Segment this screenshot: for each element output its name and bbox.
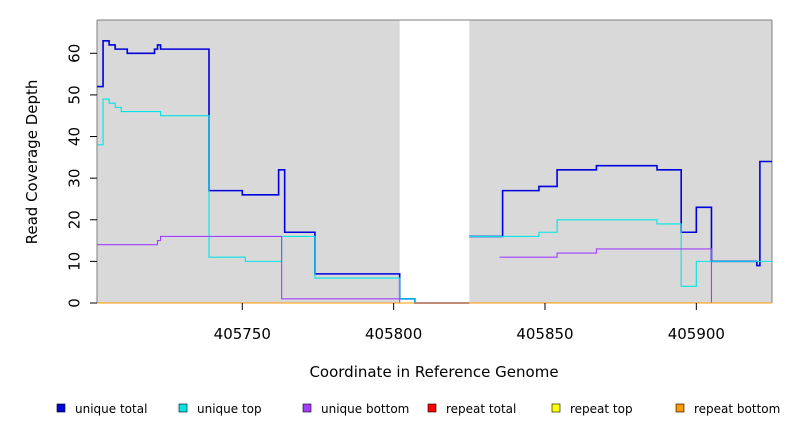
x-tick-label: 405850 bbox=[516, 325, 573, 343]
gap-region bbox=[399, 20, 470, 303]
legend-label: repeat top bbox=[570, 402, 633, 416]
legend-label: repeat bottom bbox=[694, 402, 780, 416]
y-axis-title: Read Coverage Depth bbox=[23, 80, 41, 245]
y-axis-ticks: 0 10 20 30 40 50 60 bbox=[66, 44, 97, 308]
legend-label: unique bottom bbox=[321, 402, 409, 416]
y-tick-label: 0 bbox=[66, 298, 84, 308]
y-tick-label: 50 bbox=[66, 85, 84, 104]
legend-swatch bbox=[675, 403, 685, 413]
legend-item: unique top bbox=[178, 402, 262, 416]
legend: unique total unique top unique bottom repea… bbox=[56, 402, 780, 416]
legend-swatch bbox=[551, 403, 561, 413]
legend-label: repeat total bbox=[446, 402, 516, 416]
legend-swatch bbox=[302, 403, 312, 413]
series-line-unique-bottom bbox=[97, 235, 470, 304]
x-tick-label: 405750 bbox=[214, 325, 271, 343]
legend-item: repeat total bbox=[427, 402, 516, 416]
legend-swatch bbox=[427, 403, 437, 413]
y-tick-label: 40 bbox=[66, 127, 84, 146]
legend-swatch bbox=[56, 403, 66, 413]
legend-label: unique top bbox=[197, 402, 262, 416]
y-tick-label: 10 bbox=[66, 252, 84, 271]
legend-swatch bbox=[178, 403, 188, 413]
series-line-unique-bottom-2- bbox=[499, 248, 772, 304]
legend-item: unique total bbox=[56, 402, 147, 416]
legend-item: repeat bottom bbox=[675, 402, 780, 416]
x-axis-title: Coordinate in Reference Genome bbox=[309, 363, 558, 381]
x-tick-label: 405800 bbox=[365, 325, 422, 343]
x-axis-ticks: 405750 405800 405850 405900 bbox=[214, 303, 725, 343]
series-line-unique-total-2- bbox=[469, 160, 772, 267]
series-line-unique-top bbox=[97, 98, 470, 304]
x-tick-label: 405900 bbox=[668, 325, 725, 343]
y-tick-label: 60 bbox=[66, 44, 84, 63]
legend-item: unique bottom bbox=[302, 402, 409, 416]
series-line-unique-top-2- bbox=[469, 219, 772, 287]
series-layer bbox=[97, 40, 772, 304]
y-tick-label: 30 bbox=[66, 169, 84, 188]
legend-item: repeat top bbox=[551, 402, 633, 416]
y-tick-label: 20 bbox=[66, 210, 84, 229]
legend-label: unique total bbox=[75, 402, 147, 416]
